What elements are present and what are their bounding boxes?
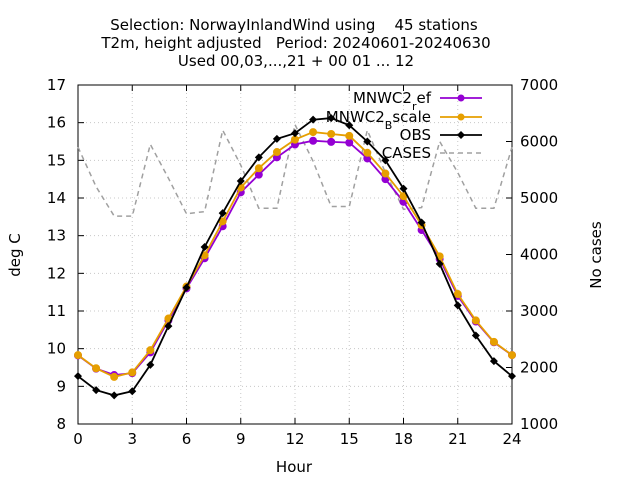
title-line-3: Used 00,03,...,21 + 00 01 ... 12	[178, 52, 414, 70]
data-point-obs	[363, 137, 372, 146]
legend-label: OBS	[400, 126, 431, 144]
y-tick-label: 15	[47, 151, 66, 169]
x-tick-label: 24	[502, 430, 521, 448]
x-tick-label: 0	[73, 430, 83, 448]
data-point-mnwc2_ref	[345, 138, 354, 147]
data-point-mnwc2_ref	[309, 136, 318, 145]
y-axis-label: deg C	[6, 233, 24, 277]
data-point-obs	[471, 331, 480, 340]
y2-tick-label: 7000	[520, 76, 558, 94]
data-point-mnwc2_bscale	[128, 368, 137, 377]
data-point-mnwc2_bscale	[363, 148, 372, 157]
data-point-mnwc2_bscale	[254, 164, 263, 173]
data-point-mnwc2_bscale	[471, 316, 480, 325]
data-point-obs	[74, 372, 82, 381]
y-tick-label: 14	[47, 189, 66, 207]
legend-entry-cases: CASES	[382, 144, 482, 162]
data-point-obs	[327, 114, 336, 123]
data-point-mnwc2_bscale	[327, 129, 336, 138]
data-point-obs	[128, 387, 137, 396]
data-point-obs	[236, 177, 245, 186]
data-point-obs	[508, 372, 516, 381]
title-line-2: T2m, height adjusted Period: 20240601-20…	[100, 34, 490, 52]
x-tick-label: 3	[127, 430, 137, 448]
data-point-obs	[291, 129, 299, 138]
y2-axis-label: No cases	[587, 221, 605, 289]
data-point-obs	[453, 301, 462, 310]
data-point-obs	[272, 134, 281, 143]
x-tick-label: 9	[236, 430, 246, 448]
data-point-mnwc2_bscale	[110, 372, 119, 381]
data-point-obs	[218, 209, 227, 218]
y2-tick-label: 1000	[520, 415, 558, 433]
data-point-obs	[399, 184, 408, 193]
x-tick-label: 15	[340, 430, 359, 448]
legend-label: MNWC2Bscale	[326, 108, 431, 132]
data-point-mnwc2_bscale	[489, 337, 498, 346]
legend-swatch-marker	[457, 113, 465, 121]
y-tick-label: 10	[47, 340, 66, 358]
data-point-obs	[417, 218, 426, 227]
data-point-mnwc2_bscale	[92, 364, 101, 373]
data-point-mnwc2_bscale	[453, 290, 462, 299]
y-tick-label: 13	[47, 227, 66, 245]
data-point-obs	[309, 115, 318, 124]
y-tick-label: 11	[47, 302, 66, 320]
legend-label: MNWC2ref	[353, 89, 432, 113]
legend-label: CASES	[382, 144, 431, 162]
x-tick-label: 21	[448, 430, 467, 448]
legend-entry-obs: OBS	[400, 126, 482, 144]
y2-tick-label: 5000	[520, 189, 558, 207]
legend-swatch-marker	[457, 131, 465, 139]
legend-entry-mnwc2_bscale: MNWC2Bscale	[326, 108, 482, 132]
legend-entry-mnwc2_ref: MNWC2ref	[353, 89, 482, 113]
data-point-obs	[92, 386, 101, 395]
data-point-mnwc2_bscale	[508, 351, 516, 360]
y2-tick-label: 6000	[520, 133, 558, 151]
data-point-obs	[110, 391, 119, 400]
data-point-mnwc2_bscale	[381, 169, 390, 178]
y2-tick-label: 3000	[520, 302, 558, 320]
y-tick-label: 12	[47, 264, 66, 282]
data-point-obs	[381, 156, 390, 165]
x-axis-label: Hour	[276, 458, 313, 476]
data-point-mnwc2_bscale	[309, 128, 318, 137]
data-point-obs	[254, 153, 263, 162]
data-point-mnwc2_bscale	[272, 148, 281, 157]
y-tick-label: 9	[56, 377, 66, 395]
data-point-obs	[435, 259, 444, 268]
chart-title: Selection: NorwayInlandWind using 45 sta…	[100, 16, 490, 70]
data-point-obs	[200, 242, 209, 251]
legend-swatch-marker	[457, 94, 465, 102]
y-tick-label: 16	[47, 114, 66, 132]
data-point-mnwc2_bscale	[74, 351, 82, 360]
data-point-obs	[182, 283, 191, 292]
title-line-1: Selection: NorwayInlandWind using 45 sta…	[110, 16, 478, 34]
data-point-obs	[345, 121, 354, 130]
x-tick-label: 18	[394, 430, 413, 448]
y2-tick-label: 2000	[520, 359, 558, 377]
x-tick-label: 6	[182, 430, 192, 448]
data-point-obs	[164, 322, 173, 331]
data-point-obs	[146, 360, 155, 369]
y2-tick-label: 4000	[520, 246, 558, 264]
x-tick-label: 12	[285, 430, 304, 448]
data-point-mnwc2_bscale	[345, 131, 354, 140]
series-line-mnwc2_bscale	[77, 131, 513, 378]
data-point-obs	[489, 357, 498, 366]
data-point-mnwc2_ref	[327, 137, 336, 146]
y-tick-label: 8	[56, 415, 66, 433]
data-point-mnwc2_bscale	[146, 346, 155, 355]
y-tick-label: 17	[47, 76, 66, 94]
